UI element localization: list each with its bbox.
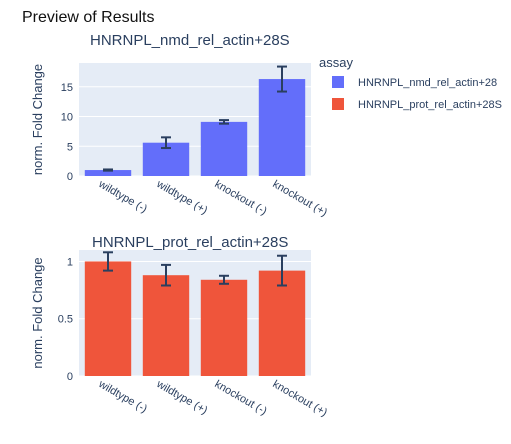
x-tick-label: knockout (-) [213, 178, 269, 217]
bar[interactable] [84, 261, 132, 376]
y-tick-label: 10 [61, 112, 73, 124]
legend-title: assay [319, 55, 353, 70]
subplot-title: HNRNPL_nmd_rel_actin+28S [90, 32, 290, 49]
subplot-title: HNRNPL_prot_rel_actin+28S [92, 234, 288, 251]
y-axis-label: norm. Fold Change [30, 64, 45, 175]
bar[interactable] [258, 79, 306, 176]
legend-swatch[interactable] [332, 76, 344, 88]
y-tick-label: 0.5 [58, 314, 73, 326]
y-tick-label: 0 [67, 171, 73, 183]
x-tick-label: wildtype (+) [154, 178, 210, 217]
x-tick-label: knockout (-) [213, 378, 269, 417]
page-title: Preview of Results [22, 9, 155, 26]
x-tick-label: knockout (+) [271, 178, 330, 219]
bar[interactable] [258, 270, 306, 376]
bar[interactable] [200, 121, 248, 176]
legend-entry-label[interactable]: HNRNPL_prot_rel_actin+28S [358, 99, 502, 111]
bar[interactable] [142, 275, 190, 376]
y-axis-label: norm. Fold Change [30, 257, 45, 368]
y-tick-label: 5 [67, 141, 73, 153]
x-tick-label: wildtype (+) [154, 378, 210, 417]
bar[interactable] [200, 279, 248, 376]
x-tick-label: wildtype (-) [96, 378, 149, 416]
y-tick-label: 0 [67, 371, 73, 383]
y-tick-label: 1 [67, 256, 73, 268]
x-tick-label: wildtype (-) [96, 178, 149, 216]
legend-swatch[interactable] [332, 98, 344, 110]
y-tick-label: 15 [61, 82, 73, 94]
bar[interactable] [84, 170, 132, 176]
legend-entry-label[interactable]: HNRNPL_nmd_rel_actin+28 [358, 77, 497, 89]
x-tick-label: knockout (+) [271, 378, 330, 419]
